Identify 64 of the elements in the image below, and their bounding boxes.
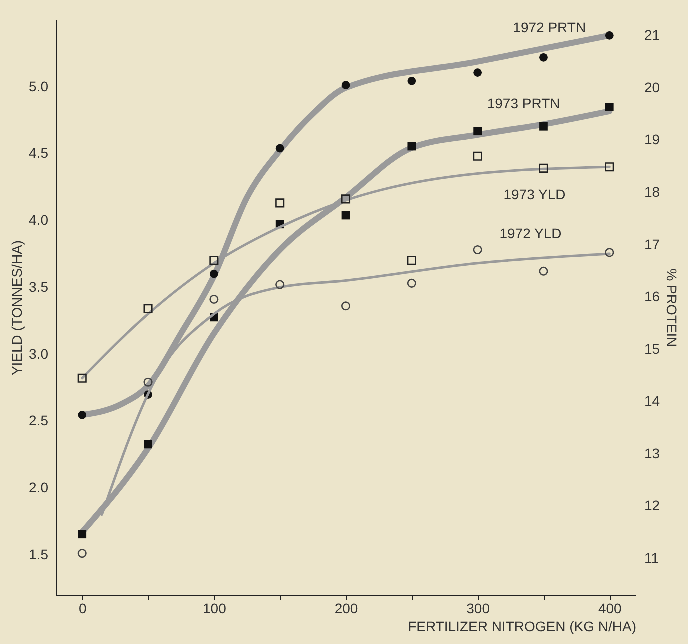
y-tick-label: 4.0 <box>29 212 49 228</box>
point <box>276 144 284 153</box>
point <box>144 304 153 314</box>
point <box>407 256 416 266</box>
y2-tick-label: 14 <box>644 393 660 410</box>
x-tick-label: 300 <box>466 600 490 616</box>
y-tick-label: 2.0 <box>29 480 49 496</box>
point <box>605 32 614 40</box>
point <box>210 270 218 278</box>
x-tick-label: 200 <box>334 600 358 616</box>
y2-tick-label: 13 <box>644 445 660 462</box>
point <box>540 122 548 131</box>
point <box>474 68 482 77</box>
series-label: 1973 PRTN <box>487 95 560 112</box>
y2-tick-label: 18 <box>644 184 660 200</box>
series-label: 1972 YLD <box>500 225 562 242</box>
y-tick-label: 2.5 <box>29 412 49 429</box>
x-tick-label: 400 <box>598 600 622 616</box>
y2-tick-label: 21 <box>644 27 660 44</box>
point <box>408 76 416 86</box>
y-axis-title: YIELD (TONNES/HA) <box>9 240 26 376</box>
point <box>474 127 482 136</box>
y2-axis-title: % PROTEIN <box>664 268 680 348</box>
point <box>473 245 482 255</box>
point <box>605 162 614 172</box>
point <box>473 152 482 161</box>
y2-tick-label: 11 <box>644 550 660 566</box>
y-tick-label: 3.0 <box>29 346 49 362</box>
y2-tick-label: 19 <box>644 132 660 148</box>
point <box>605 103 614 112</box>
point <box>78 411 87 420</box>
point <box>276 198 285 208</box>
y2-tick-label: 20 <box>644 79 660 96</box>
y2-tick-label: 16 <box>644 288 660 305</box>
x-tick-label: 100 <box>203 600 227 616</box>
point <box>144 378 153 387</box>
point <box>210 294 219 304</box>
y2-tick-label: 12 <box>644 498 660 514</box>
point <box>341 194 351 204</box>
series-label: 1972 PRTN <box>513 20 586 36</box>
point <box>605 248 614 258</box>
series-label: 1973 YLD <box>504 186 566 202</box>
point <box>539 164 548 173</box>
point <box>539 266 548 276</box>
point <box>341 302 351 311</box>
point <box>78 549 87 558</box>
x-axis-title: FERTILIZER NITROGEN (KG N/HA) <box>408 618 636 634</box>
point <box>144 440 152 449</box>
y-tick-label: 5.0 <box>29 78 49 94</box>
y-tick-label: 3.5 <box>29 278 49 295</box>
point <box>276 280 285 290</box>
point <box>407 278 416 288</box>
point <box>78 374 87 383</box>
point <box>78 530 87 539</box>
y-tick-label: 1.5 <box>29 546 49 562</box>
x-tick-label: 0 <box>78 600 87 616</box>
point <box>210 256 219 266</box>
y-tick-label: 4.5 <box>29 145 49 162</box>
point <box>342 81 350 90</box>
point <box>540 53 548 62</box>
point <box>342 211 350 220</box>
y2-tick-label: 15 <box>644 340 660 357</box>
y2-tick-label: 17 <box>644 236 660 252</box>
point <box>408 142 416 151</box>
